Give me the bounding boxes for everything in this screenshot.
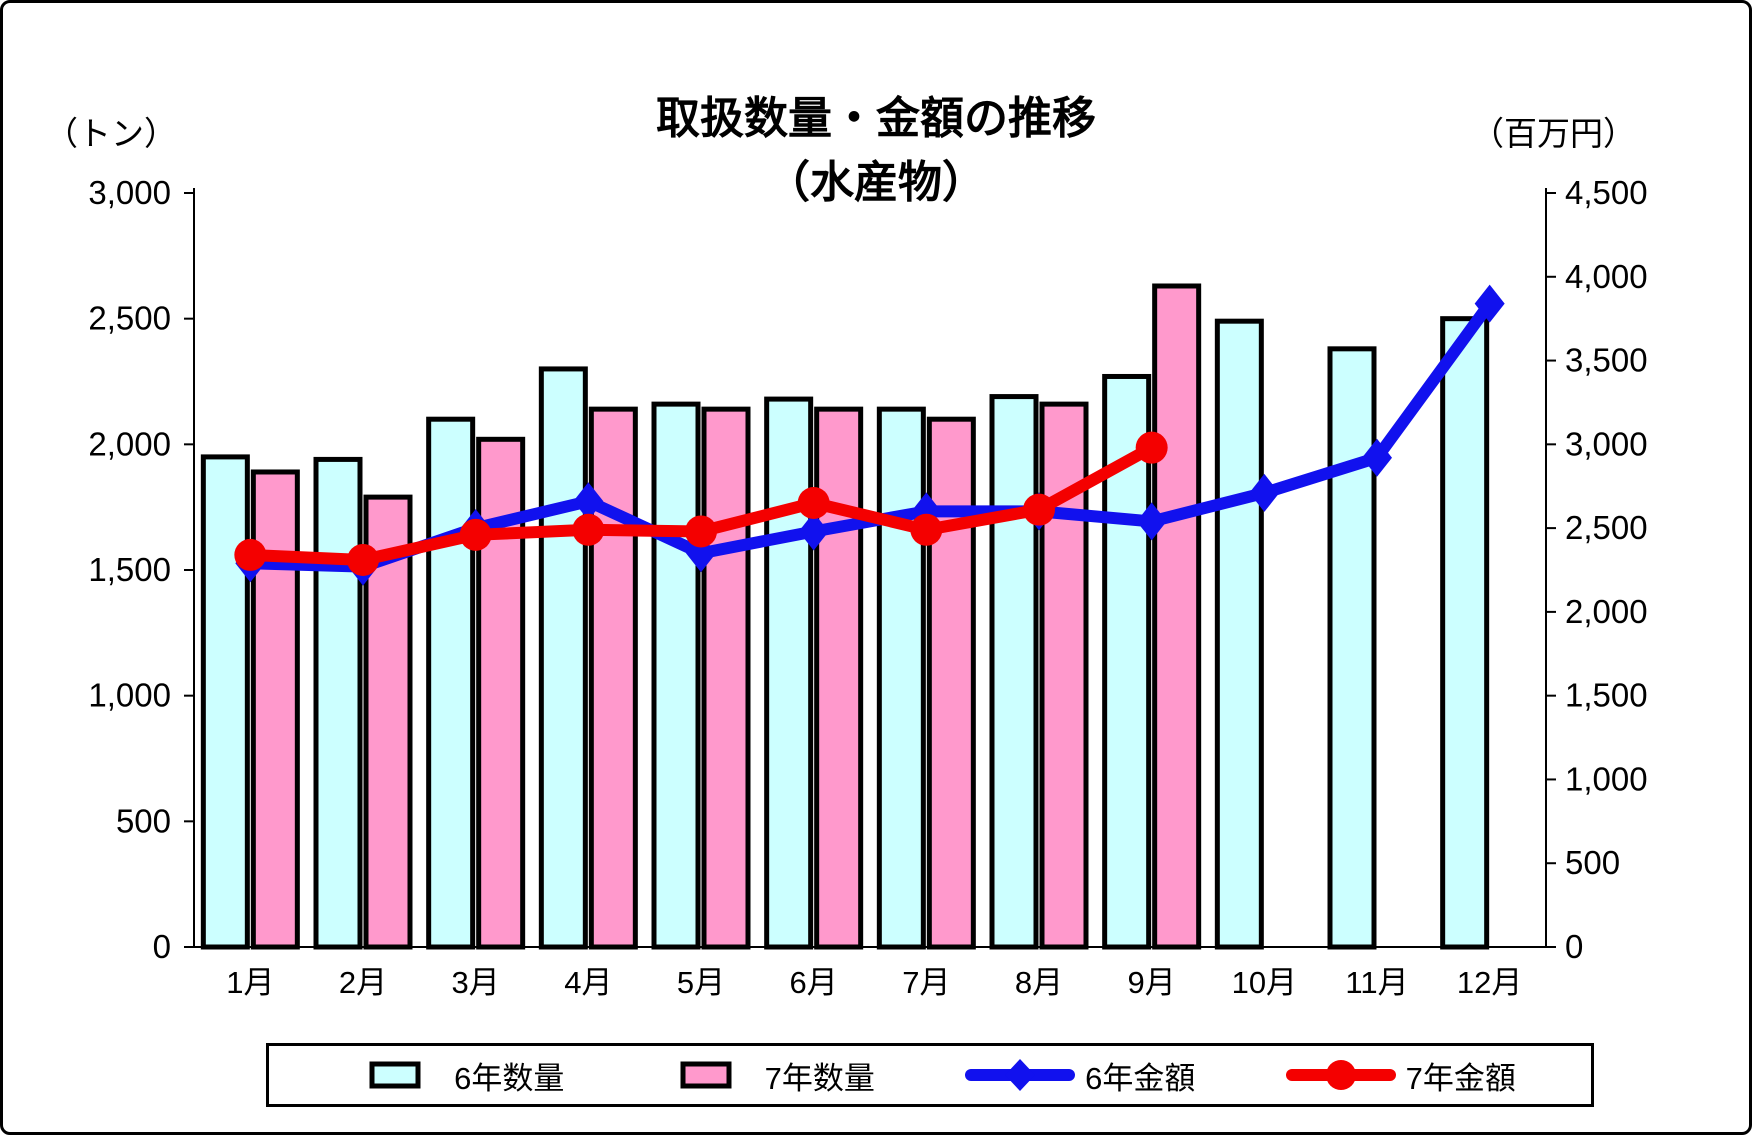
legend-swatch-bar-pink [680,1061,732,1089]
x-category-label: 6月 [790,965,838,1000]
x-category-label: 12月 [1457,965,1522,1000]
bar-6年数量-1月 [200,454,250,950]
x-category-label: 9月 [1128,965,1176,1000]
left-axis-unit: （トン） [45,115,177,152]
legend-item-6年数量: 6年数量 [344,1053,564,1098]
left-tick-label: 1,500 [88,551,171,588]
marker-circle-7年金額 [1023,493,1055,526]
bar-7年数量-5月 [701,406,751,950]
right-tick-label: 2,000 [1565,593,1648,630]
x-category-label: 5月 [677,965,725,1000]
marker-circle-7年金額 [347,543,379,576]
plot-area: 0 500 1,000 1,500 2,000 2,500 3,000 0 500 1,000 1,… [88,174,1648,1000]
bar-6年数量-2月 [313,456,363,950]
left-tick-label: 3,000 [88,174,171,211]
marker-diamond-6年金額 [1474,284,1505,323]
legend-item-7年金額: 7年金額 [1285,1053,1516,1098]
marker-diamond-6年金額 [1249,473,1280,512]
bar-6年数量-12月 [1440,316,1490,950]
right-tick-label: 3,500 [1565,342,1648,379]
right-tick-label: 4,500 [1565,174,1648,211]
x-category-label: 4月 [564,965,612,1000]
bar-6年数量-10月 [1214,318,1264,950]
bar-6年数量-3月 [426,416,476,950]
left-tick-label: 2,000 [88,425,171,462]
right-tick-label: 0 [1565,928,1583,965]
legend-label: 6年金額 [1085,1060,1196,1096]
marker-diamond-6年金額 [1362,438,1392,477]
x-category-label: 11月 [1345,965,1408,1000]
right-tick-label: 1,500 [1565,677,1648,714]
legend-item-6年金額: 6年金額 [965,1053,1195,1098]
legend-label: 6年数量 [454,1060,565,1096]
legend-item-7年数量: 7年数量 [655,1053,875,1098]
bar-6年数量-5月 [651,401,701,950]
bar-7年数量-9月 [1152,283,1202,950]
left-tick-label: 2,500 [88,300,171,337]
marker-circle-7年金額 [910,513,943,546]
left-tick-label: 0 [153,928,171,965]
marker-circle-7年金額 [234,538,267,571]
right-axis-unit: （百万円） [1471,115,1636,152]
right-tick-label: 3,000 [1565,425,1648,462]
marker-diamond-6年金額 [1136,502,1167,541]
legend-swatch-line-blue [965,1059,1076,1091]
left-tick-label: 500 [116,802,171,839]
bar-6年数量-6月 [764,396,814,950]
marker-circle-7年金額 [1135,431,1168,464]
x-category-label: 1月 [226,965,274,1000]
bar-7年数量-7月 [926,416,976,950]
bar-6年数量-11月 [1327,346,1377,950]
bar-6年数量-4月 [538,366,588,950]
marker-circle-7年金額 [459,518,492,551]
x-category-label: 2月 [339,965,387,1000]
bar-6年数量-8月 [989,394,1039,950]
legend-swatch-bar-cyan [369,1061,421,1089]
right-tick-label: 2,500 [1565,509,1648,546]
bar-6年数量-7月 [876,406,926,950]
legend-swatch-line-red [1285,1060,1396,1090]
x-category-label: 3月 [452,965,500,1000]
marker-circle-7年金額 [797,486,830,519]
marker-diamond-6年金額 [798,512,829,551]
right-tick-label: 4,000 [1565,258,1648,295]
x-category-label: 10月 [1232,965,1297,1000]
right-tick-label: 1,000 [1565,760,1648,797]
marker-diamond-6年金額 [573,482,604,521]
x-category-label: 7月 [902,965,950,1000]
marker-circle-7年金額 [572,513,605,546]
legend-label: 7年数量 [764,1060,875,1096]
right-tick-label: 500 [1565,844,1620,881]
x-category-label: 8月 [1015,965,1063,1000]
left-tick-label: 1,000 [88,677,171,714]
legend-label: 7年金額 [1405,1060,1516,1096]
bar-7年数量-4月 [588,406,638,950]
marker-circle-7年金額 [685,515,717,548]
legend: 6年数量 7年数量 6年金額 7年金額 [266,1043,1594,1107]
bar-7年数量-6月 [814,406,864,950]
